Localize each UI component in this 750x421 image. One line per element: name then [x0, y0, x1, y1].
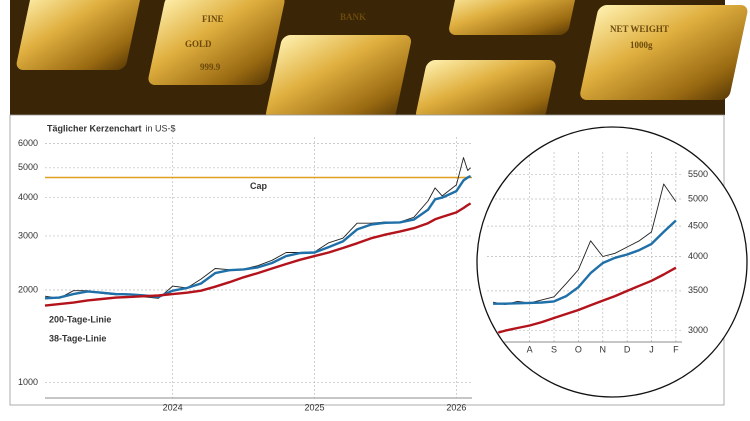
line-series [44, 202, 472, 307]
stamp: NET WEIGHT [610, 24, 669, 34]
stamp: BANK [340, 12, 366, 22]
y-tick-label: 5500 [688, 169, 708, 179]
stamp: FINE [202, 14, 224, 24]
line-series [44, 175, 472, 300]
chart-subtitle: in US-$ [146, 123, 176, 133]
photo: FINE GOLD 999.9 BANK NET WEIGHT 1000g [10, 0, 748, 120]
gold-bar [416, 60, 556, 120]
stamp: GOLD [185, 39, 212, 49]
y-tick-label: 4000 [18, 192, 38, 202]
y-tick-label: 5000 [688, 193, 708, 203]
x-tick-label: N [600, 344, 607, 354]
x-tick-label: O [575, 344, 582, 354]
legend-label: 200-Tage-Linie [49, 314, 111, 324]
chart-title: Täglicher Kerzenchart [47, 123, 142, 133]
x-tick-label: 2024 [163, 402, 183, 412]
legend-label: 38-Tage-Linie [49, 333, 106, 343]
y-tick-label: 4500 [688, 220, 708, 230]
x-tick-label: S [551, 344, 557, 354]
gold-bar [16, 0, 141, 70]
y-tick-label: 2000 [18, 284, 38, 294]
y-tick-label: 3500 [688, 285, 708, 295]
gold-bar [580, 5, 748, 100]
cap-label: Cap [250, 181, 268, 191]
main-plot: 1000 2000 3000 4000 5000 6000 2024 2025 2026 Cap 3… [18, 137, 472, 412]
x-tick-label: 2026 [446, 402, 466, 412]
y-tick-label: 6000 [18, 138, 38, 148]
zoom-circle [476, 126, 748, 398]
line-series [493, 219, 677, 305]
x-tick-label: D [624, 344, 631, 354]
x-tick-label: J [649, 344, 654, 354]
stamp: 999.9 [200, 62, 221, 72]
y-tick-label: 1000 [18, 377, 38, 387]
x-tick-label: A [527, 344, 533, 354]
inset-plot: 3000 3500 4000 4500 5000 5500 A S O N D J F [487, 152, 708, 354]
y-tick-label: 4000 [688, 251, 708, 261]
y-tick-label: 3000 [18, 230, 38, 240]
y-tick-label: 3000 [688, 325, 708, 335]
gold-bar [449, 0, 576, 35]
line-series [492, 266, 677, 336]
stamp: 1000g [630, 40, 653, 50]
gold-bar [266, 35, 412, 120]
x-tick-label: 2025 [305, 402, 325, 412]
y-tick-label: 5000 [18, 162, 38, 172]
gold-bar [148, 0, 285, 85]
x-tick-label: F [673, 344, 679, 354]
